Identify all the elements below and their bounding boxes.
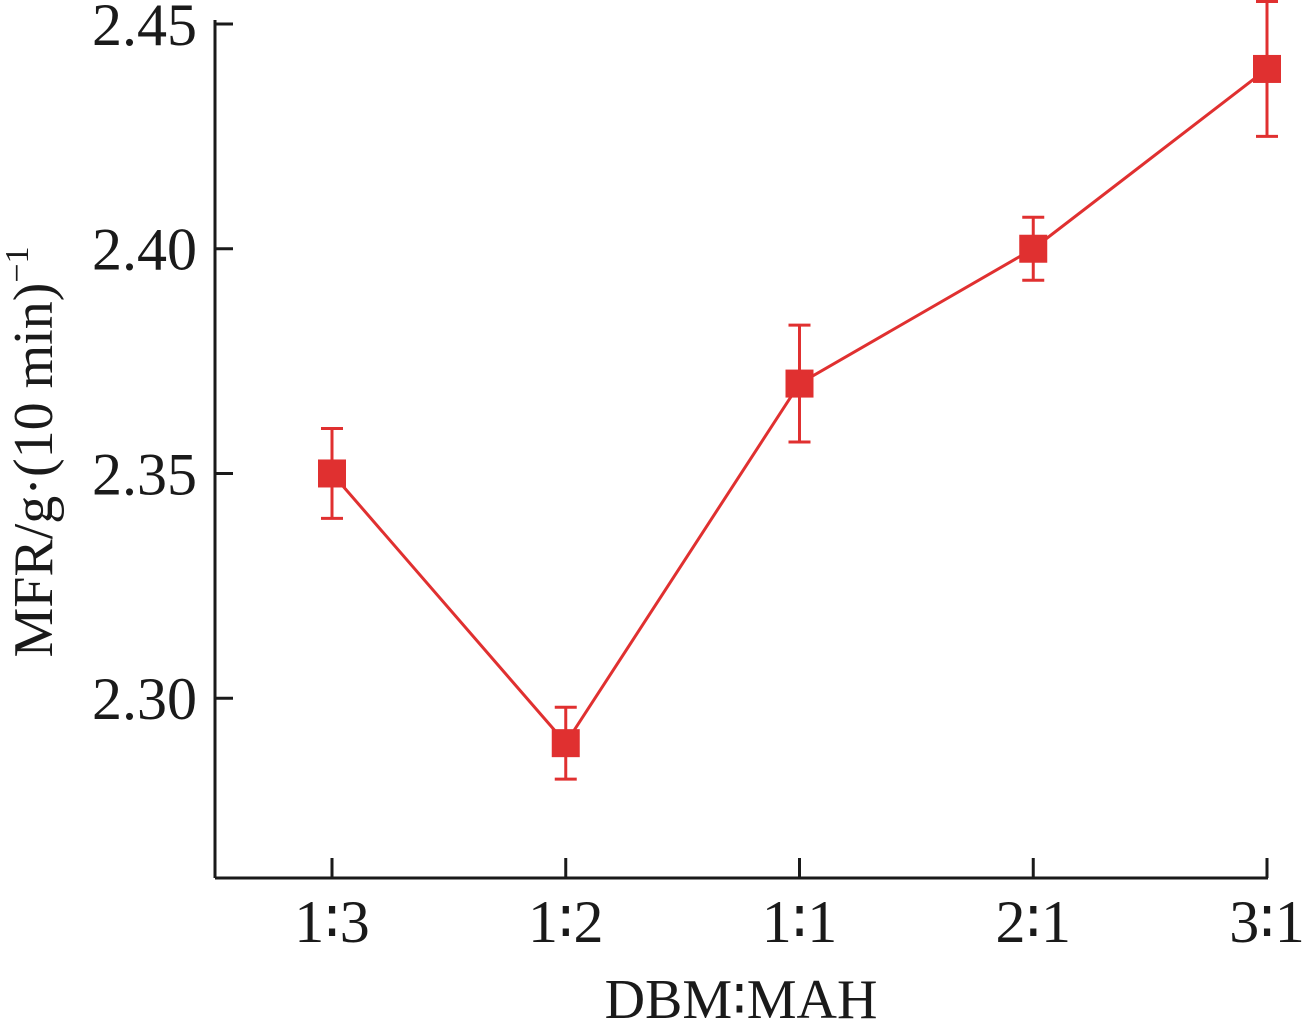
y-tick-label: 2.40 — [92, 217, 197, 283]
data-point-marker — [318, 459, 346, 488]
x-tick-label: 2∶1 — [995, 889, 1071, 955]
y-tick-label: 2.30 — [92, 666, 197, 732]
x-ticks: 1∶3 1∶2 1∶1 2∶1 3∶1 — [294, 858, 1305, 955]
y-tick-label: 2.35 — [92, 441, 197, 507]
y-axis-title: MFR/g·(10 min)−1 — [0, 246, 65, 657]
series — [318, 0, 1281, 781]
y-axis-title-superscript: −1 — [0, 246, 36, 282]
data-point-marker — [785, 369, 814, 398]
data-point-marker — [551, 729, 580, 758]
x-axis-title: DBM∶MAH — [605, 969, 878, 1024]
x-tick-label: 1∶1 — [762, 889, 838, 955]
y-ticks: 2.30 2.35 2.40 2.45 — [92, 0, 233, 732]
y-tick-label: 2.45 — [92, 0, 197, 58]
y-axis-title-main: MFR/g·(10 min) — [3, 283, 65, 658]
x-tick-label: 1∶3 — [294, 889, 370, 955]
axes — [213, 20, 1268, 880]
x-tick-label: 3∶1 — [1229, 889, 1305, 955]
x-tick-label: 1∶2 — [528, 889, 604, 955]
data-point-marker — [1253, 54, 1281, 83]
data-point-marker — [1019, 234, 1048, 263]
